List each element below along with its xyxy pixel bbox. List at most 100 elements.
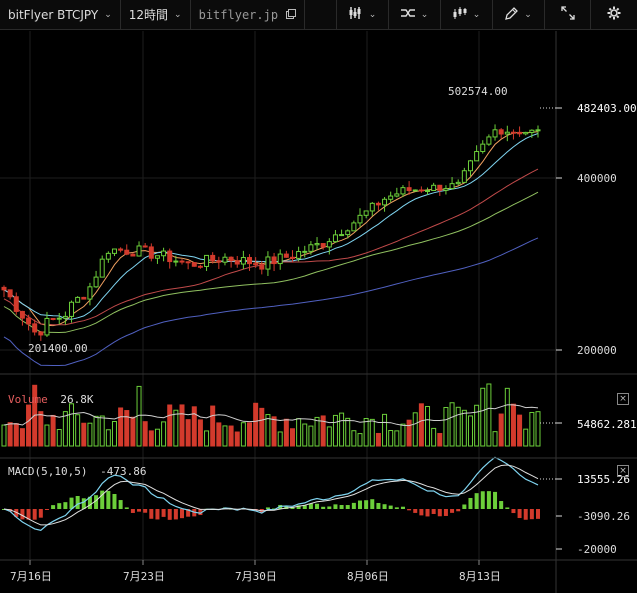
candle-body: [253, 263, 259, 266]
macd-histogram-bar: [32, 509, 37, 520]
macd-histogram-bar: [100, 490, 105, 509]
macd-histogram-bar: [437, 509, 442, 517]
volume-bar: [388, 430, 394, 447]
volume-close-button[interactable]: ×: [617, 393, 629, 405]
volume-bar: [510, 403, 516, 447]
volume-bar: [118, 407, 124, 447]
candle-body: [142, 245, 148, 248]
drawing-tools-button[interactable]: ⌄: [493, 0, 545, 29]
volume-bar: [326, 426, 332, 447]
volume-bar: [480, 387, 486, 447]
macd-histogram-bar: [400, 506, 405, 509]
indicators-button[interactable]: ⌄: [337, 0, 389, 29]
macd-histogram-bar: [81, 498, 86, 509]
macd-histogram-bar: [407, 509, 412, 511]
macd-histogram-bar: [302, 505, 307, 509]
candle-body: [154, 255, 160, 259]
macd-histogram-bar: [425, 509, 430, 517]
volume-bar: [351, 430, 357, 447]
volume-bar: [474, 404, 480, 447]
source-link[interactable]: bitflyer.jp: [191, 0, 306, 29]
candle-body: [7, 289, 13, 298]
chart-canvas[interactable]: 502574.00 201400.00 482403.00 400000 200000 5…: [0, 31, 637, 593]
candle-body: [425, 190, 431, 193]
candle-body: [461, 170, 467, 183]
macd-histogram-bar: [161, 509, 166, 517]
gear-icon: [607, 6, 621, 23]
volume-bar: [517, 414, 523, 447]
volume-bar: [431, 427, 437, 447]
chevron-down-icon: ⌄: [524, 9, 532, 20]
candle-body: [87, 286, 93, 300]
candle-body: [26, 317, 32, 325]
time-axis-label: 7月30日: [235, 570, 277, 583]
volume-bar: [210, 405, 216, 447]
volume-bar: [535, 411, 541, 447]
macd-histogram-bar: [321, 506, 326, 509]
volume-bar: [179, 404, 185, 447]
volume-bar: [197, 419, 203, 447]
volume-bar: [154, 428, 160, 447]
candle-body: [529, 129, 535, 133]
symbol-selector[interactable]: bitFlyer BTCJPY ⌄: [0, 0, 121, 29]
time-axis-label: 7月23日: [123, 570, 165, 583]
volume-bar: [357, 433, 363, 447]
candle-body: [1, 286, 7, 291]
macd-histogram-bar: [173, 509, 178, 520]
macd-histogram-bar: [180, 509, 184, 519]
macd-histogram-bar: [284, 505, 289, 509]
candle-body: [351, 222, 357, 232]
candle-body: [81, 296, 87, 300]
macd-histogram-bar: [388, 505, 393, 509]
chart-area[interactable]: 502574.00 201400.00 482403.00 400000 200000 5…: [0, 31, 637, 593]
volume-bar: [247, 422, 253, 447]
volume-bar: [504, 387, 510, 447]
candle-body: [388, 195, 394, 200]
fullscreen-button[interactable]: [545, 0, 591, 29]
macd-close-button[interactable]: ×: [617, 465, 629, 477]
candle-body: [191, 262, 197, 267]
macd-histogram-bar: [63, 502, 68, 509]
comparison-button[interactable]: ⌄: [389, 0, 441, 29]
candle-body: [474, 151, 480, 162]
candle-body: [173, 260, 179, 263]
volume-bar: [56, 429, 62, 447]
settings-button[interactable]: [591, 0, 637, 29]
candle-body: [289, 256, 295, 259]
macd-histogram-bar: [474, 493, 479, 509]
chart-type-button[interactable]: ⌄: [441, 0, 493, 29]
candle-body: [326, 241, 332, 248]
macd-histogram-bar: [339, 505, 344, 509]
interval-label: 12時間: [128, 8, 169, 22]
volume-bar: [461, 409, 467, 447]
volume-bar: [455, 406, 461, 447]
macd-histogram-bar: [462, 504, 467, 509]
candle-body: [38, 331, 44, 336]
chevron-down-icon: ⌄: [420, 9, 429, 20]
interval-selector[interactable]: 12時間 ⌄: [121, 0, 191, 29]
candle-body: [62, 315, 68, 319]
candle-body: [517, 131, 523, 135]
macd-histogram-bar: [536, 509, 540, 519]
volume-bar: [173, 409, 179, 447]
macd-histogram-bar: [413, 509, 418, 513]
chart-axes: 502574.00 201400.00 482403.00 400000 200000 5…: [0, 31, 637, 593]
candle-body: [44, 317, 50, 336]
macd-label: MACD(5,10,5): [8, 465, 88, 478]
candle-body: [449, 183, 455, 190]
candle-body: [455, 181, 461, 185]
volume-bar: [289, 428, 295, 447]
volume-bar: [167, 404, 173, 447]
macd-lines: [3, 456, 539, 531]
candle-body: [204, 254, 210, 267]
candle-body: [179, 260, 185, 263]
pencil-icon: [505, 6, 519, 23]
volume-bar: [185, 419, 191, 447]
volume-bar: [216, 422, 222, 447]
macd-histogram-bar: [505, 507, 510, 509]
volume-bar: [13, 423, 19, 447]
macd-histogram-bar: [69, 497, 74, 509]
macd-histogram-bar: [106, 490, 111, 509]
volume-bar: [332, 414, 338, 447]
volume-axis-label: 54862.281: [577, 418, 637, 431]
